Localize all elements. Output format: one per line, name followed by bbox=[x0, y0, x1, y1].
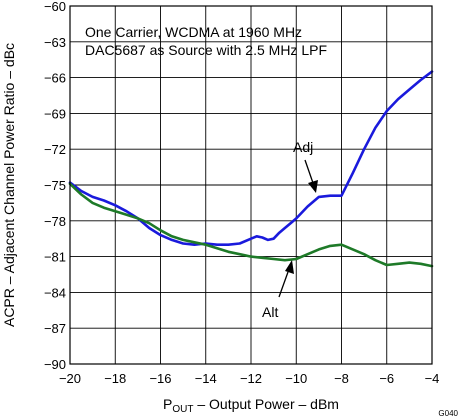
x-tick-label: −6 bbox=[379, 371, 394, 386]
x-axis-title: POUT – Output Power – dBm bbox=[163, 396, 339, 415]
y-tick-label: −84 bbox=[44, 285, 66, 300]
y-tick-label: −63 bbox=[44, 35, 66, 50]
annotation-line-1: One Carrier, WCDMA at 1960 MHz bbox=[85, 24, 302, 40]
y-tick-labels: −60 −63 −66 −69 −72 −75 −78 −81 −84 −87 −90 bbox=[44, 0, 66, 372]
x-tick-label: −16 bbox=[149, 371, 171, 386]
annotation-line-2: DAC5687 as Source with 2.5 MHz LPF bbox=[85, 42, 327, 58]
y-tick-label: −81 bbox=[44, 250, 66, 265]
y-axis-title: ACPR – Adjacent Channel Power Ratio – dB… bbox=[1, 43, 17, 327]
adj-label: Adj bbox=[293, 139, 313, 155]
alt-pointer-line bbox=[278, 271, 289, 298]
x-tick-label: −20 bbox=[59, 371, 81, 386]
x-tick-label: −18 bbox=[104, 371, 126, 386]
y-tick-label: −66 bbox=[44, 71, 66, 86]
y-tick-label: −78 bbox=[44, 214, 66, 229]
alt-label: Alt bbox=[262, 304, 278, 320]
x-tick-label: −10 bbox=[285, 371, 307, 386]
x-tick-labels: −20 −18 −16 −14 −12 −10 −8 −6 −4 bbox=[59, 371, 439, 386]
x-tick-label: −14 bbox=[195, 371, 217, 386]
grid bbox=[69, 5, 433, 365]
y-tick-label: −60 bbox=[44, 0, 66, 14]
y-tick-label: −75 bbox=[44, 178, 66, 193]
figure-id: G040 bbox=[438, 409, 458, 418]
series-layer bbox=[68, 70, 434, 268]
x-tick-label: −8 bbox=[334, 371, 349, 386]
alt-pointer-arrowhead bbox=[285, 260, 294, 274]
x-axis-title-rest: – Output Power – dBm bbox=[193, 396, 339, 412]
x-axis-title-subscript: OUT bbox=[172, 404, 193, 415]
y-tick-label: −72 bbox=[44, 142, 66, 157]
x-tick-label: −4 bbox=[425, 371, 440, 386]
adj-pointer-arrowhead bbox=[308, 180, 318, 193]
adj-pointer-line bbox=[304, 159, 314, 184]
y-tick-label: −69 bbox=[44, 106, 66, 121]
series-labels: Adj Alt bbox=[262, 139, 318, 320]
series-line-alt bbox=[68, 182, 434, 268]
x-axis-title-main: P bbox=[163, 396, 172, 412]
y-tick-label: −87 bbox=[44, 321, 66, 336]
plot-frame bbox=[69, 5, 433, 365]
x-tick-label: −12 bbox=[240, 371, 262, 386]
y-tick-label: −90 bbox=[44, 357, 66, 372]
